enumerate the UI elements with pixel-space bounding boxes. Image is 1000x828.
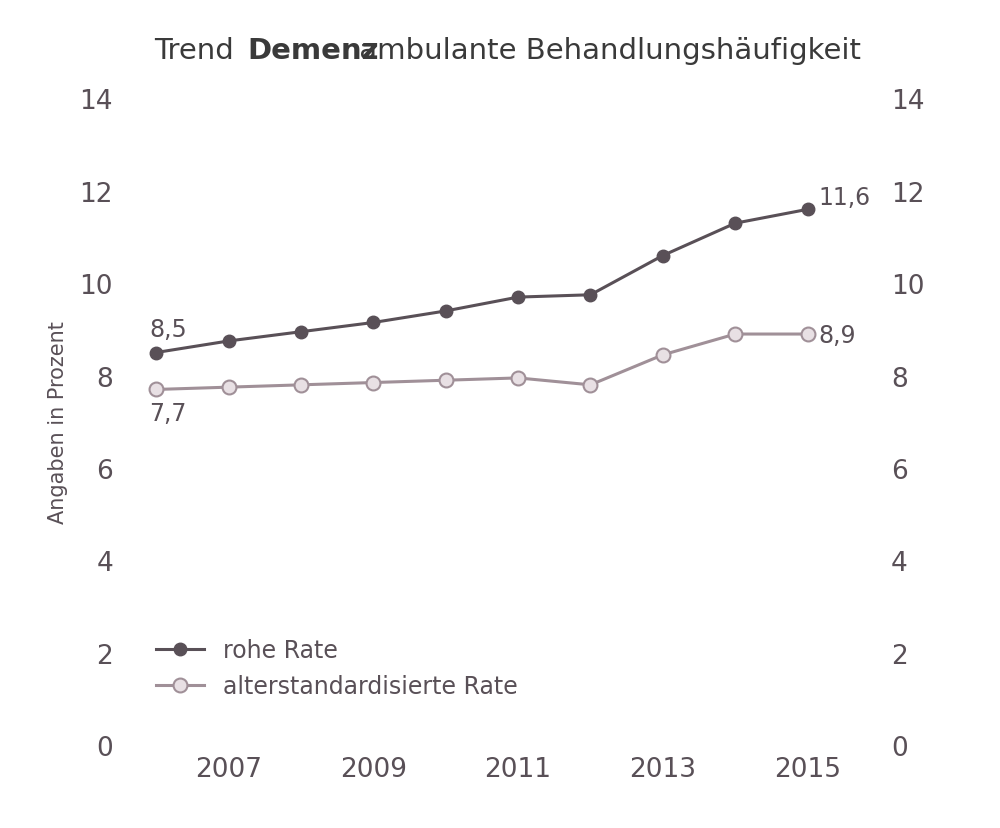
Text: 7,7: 7,7	[149, 402, 187, 426]
Text: Trend: Trend	[154, 37, 243, 65]
Y-axis label: Angaben in Prozent: Angaben in Prozent	[48, 321, 68, 523]
Text: 8,5: 8,5	[149, 317, 187, 341]
Text: 11,6: 11,6	[819, 185, 871, 209]
Text: 8,9: 8,9	[819, 324, 856, 348]
Text: Demenz: Demenz	[247, 37, 379, 65]
Legend: rohe Rate, alterstandardisierte Rate: rohe Rate, alterstandardisierte Rate	[147, 629, 527, 708]
Text: ambulante Behandlungshäufigkeit: ambulante Behandlungshäufigkeit	[350, 37, 860, 65]
